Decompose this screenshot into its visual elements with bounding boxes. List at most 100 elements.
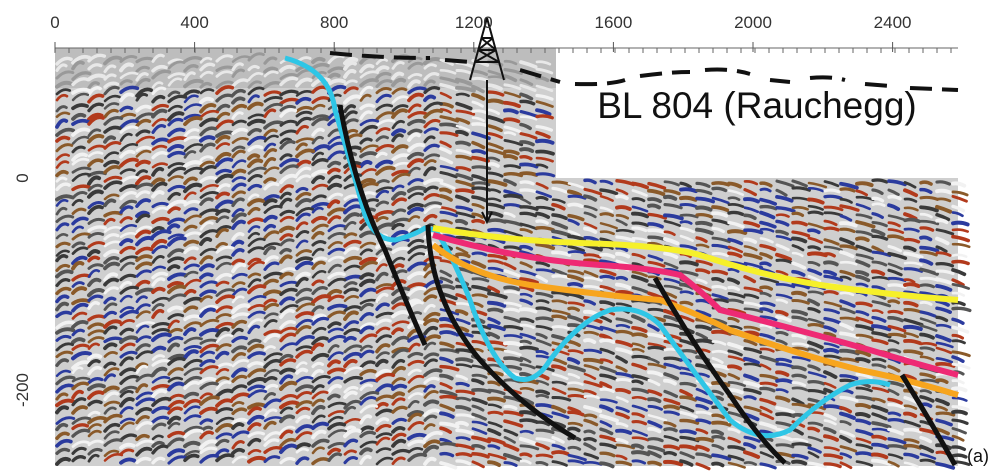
reflector — [887, 188, 900, 197]
reflector — [183, 440, 201, 449]
reflector — [167, 175, 184, 182]
reflector — [455, 428, 475, 436]
reflector — [263, 368, 280, 378]
reflector — [503, 100, 521, 109]
reflector — [679, 388, 693, 398]
reflector — [311, 361, 325, 369]
reflector — [279, 247, 292, 255]
reflector — [167, 319, 180, 329]
reflector — [439, 323, 458, 330]
reflector — [359, 454, 372, 465]
reflector — [887, 332, 907, 338]
reflector — [71, 328, 85, 337]
reflector — [743, 325, 761, 331]
reflector — [167, 136, 188, 144]
reflector — [439, 82, 459, 92]
reflector — [327, 334, 346, 343]
reflector — [855, 269, 870, 277]
reflector — [711, 181, 731, 187]
reflector — [55, 198, 69, 207]
reflector — [215, 173, 234, 184]
reflector — [663, 372, 679, 381]
reflector — [551, 250, 572, 257]
reflector — [935, 405, 948, 412]
reflector — [455, 246, 469, 255]
reflector — [423, 204, 442, 215]
reflector — [391, 417, 407, 425]
reflector — [279, 374, 294, 385]
reflector — [567, 274, 585, 283]
reflector — [935, 361, 956, 368]
reflector — [375, 127, 391, 135]
reflector — [327, 271, 346, 280]
reflector — [679, 395, 698, 402]
reflector — [599, 442, 617, 450]
reflector — [951, 253, 968, 258]
reflector — [311, 247, 325, 257]
reflector — [151, 375, 171, 384]
reflector — [487, 253, 508, 261]
reflector — [727, 372, 741, 381]
reflector — [135, 182, 154, 190]
reflector — [727, 220, 745, 229]
reflector — [199, 142, 216, 153]
reflector — [231, 68, 245, 78]
reflector — [327, 321, 342, 329]
reflector — [887, 194, 902, 201]
reflector — [295, 206, 315, 217]
reflector — [343, 358, 358, 369]
reflector — [855, 412, 871, 419]
reflector — [199, 70, 214, 78]
reflector — [711, 186, 728, 193]
reflector — [935, 218, 949, 225]
reflector — [423, 101, 443, 112]
reflector — [343, 255, 363, 264]
reflector — [215, 80, 234, 90]
reflector — [327, 303, 348, 311]
reflector — [951, 350, 971, 358]
reflector — [615, 282, 632, 290]
reflector — [295, 221, 309, 231]
reflector — [135, 87, 153, 98]
reflector — [119, 335, 139, 344]
reflector — [327, 150, 345, 161]
reflector — [951, 300, 966, 307]
reflector — [919, 235, 933, 242]
x-tick-label: 400 — [180, 13, 208, 32]
reflector — [471, 435, 492, 444]
reflector — [55, 118, 69, 129]
reflector — [391, 438, 407, 448]
reflector — [231, 232, 245, 241]
reflector — [359, 144, 379, 153]
reflector — [679, 203, 698, 209]
reflector — [215, 168, 232, 176]
reflector — [727, 461, 746, 469]
reflector — [151, 216, 170, 225]
reflector — [71, 286, 88, 295]
reflector — [263, 431, 282, 441]
reflector — [55, 350, 74, 359]
reflector — [663, 277, 681, 284]
reflector — [55, 286, 72, 296]
reflector — [231, 212, 247, 223]
reflector — [887, 427, 905, 436]
reflector — [375, 87, 392, 95]
reflector — [583, 285, 604, 291]
reflector — [503, 83, 522, 91]
reflector — [807, 260, 821, 267]
reflector — [215, 227, 229, 238]
reflector — [263, 166, 280, 175]
reflector — [583, 222, 598, 230]
reflector — [471, 251, 488, 257]
reflector — [823, 260, 839, 267]
reflector — [423, 352, 440, 360]
reflector — [823, 308, 840, 315]
reflector — [439, 181, 456, 190]
reflector — [215, 453, 235, 463]
reflector — [727, 285, 741, 292]
reflector — [279, 326, 298, 334]
reflector — [87, 144, 106, 152]
reflector — [87, 329, 106, 337]
reflector — [391, 426, 406, 434]
reflector — [839, 331, 860, 339]
